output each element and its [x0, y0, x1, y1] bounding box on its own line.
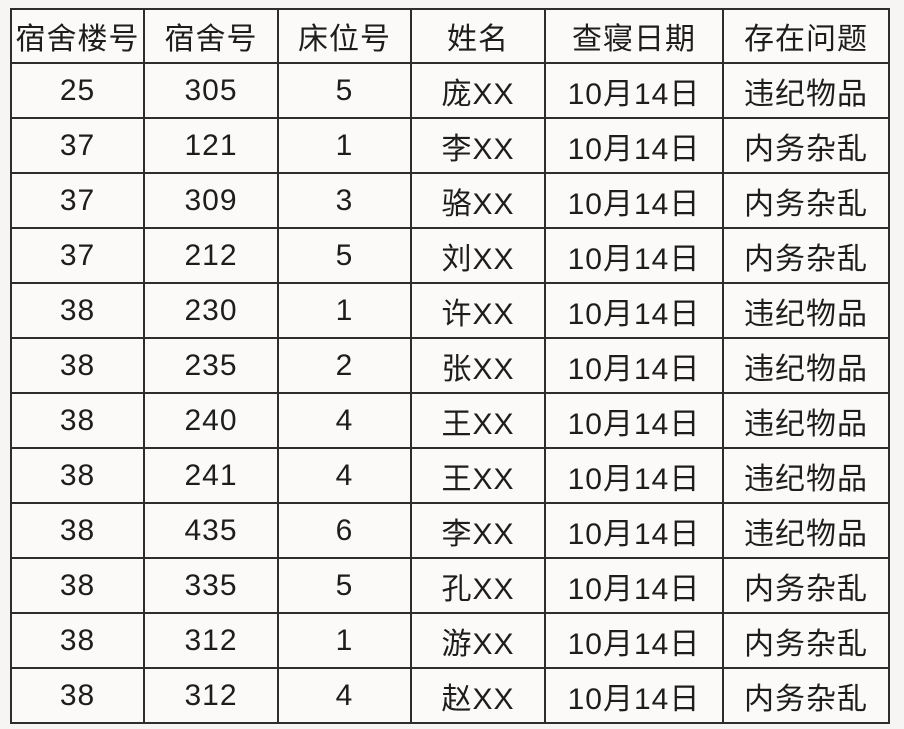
- cell-name: 王XX: [410, 392, 546, 449]
- cell-room: 241: [143, 447, 279, 504]
- column-header-bed: 床位号: [277, 8, 412, 64]
- cell-issue: 违纪物品: [722, 282, 890, 339]
- table-row: 38 230 1 许XX 10月14日 违纪物品: [10, 282, 890, 339]
- table-row: 37 212 5 刘XX 10月14日 内务杂乱: [10, 227, 890, 284]
- table-body: 25 305 5 庞XX 10月14日 违纪物品 37 121 1 李XX 10月14日 内务杂乱 37…: [10, 62, 890, 724]
- cell-building: 38: [10, 392, 145, 449]
- cell-date: 10月14日: [544, 62, 724, 119]
- cell-date: 10月14日: [544, 282, 724, 339]
- cell-date: 10月14日: [544, 612, 724, 669]
- cell-issue: 内务杂乱: [722, 117, 890, 174]
- cell-name: 李XX: [410, 502, 546, 559]
- column-header-date: 查寝日期: [544, 8, 724, 64]
- table-row: 38 312 1 游XX 10月14日 内务杂乱: [10, 612, 890, 669]
- cell-room: 435: [143, 502, 279, 559]
- table-row: 38 435 6 李XX 10月14日 违纪物品: [10, 502, 890, 559]
- cell-name: 刘XX: [410, 227, 546, 284]
- cell-building: 38: [10, 447, 145, 504]
- table-row: 38 241 4 王XX 10月14日 违纪物品: [10, 447, 890, 504]
- table-row: 37 121 1 李XX 10月14日 内务杂乱: [10, 117, 890, 174]
- cell-name: 赵XX: [410, 667, 546, 724]
- table-row: 25 305 5 庞XX 10月14日 违纪物品: [10, 62, 890, 119]
- cell-issue: 违纪物品: [722, 62, 890, 119]
- column-header-room: 宿舍号: [143, 8, 279, 64]
- cell-bed: 1: [277, 117, 412, 174]
- cell-bed: 5: [277, 227, 412, 284]
- table-row: 38 240 4 王XX 10月14日 违纪物品: [10, 392, 890, 449]
- cell-building: 38: [10, 282, 145, 339]
- cell-name: 王XX: [410, 447, 546, 504]
- cell-date: 10月14日: [544, 117, 724, 174]
- column-header-issue: 存在问题: [722, 8, 890, 64]
- cell-bed: 4: [277, 667, 412, 724]
- cell-building: 37: [10, 172, 145, 229]
- cell-bed: 4: [277, 447, 412, 504]
- table-row: 38 235 2 张XX 10月14日 违纪物品: [10, 337, 890, 394]
- cell-name: 骆XX: [410, 172, 546, 229]
- cell-date: 10月14日: [544, 447, 724, 504]
- cell-date: 10月14日: [544, 227, 724, 284]
- cell-name: 张XX: [410, 337, 546, 394]
- cell-building: 37: [10, 227, 145, 284]
- cell-issue: 内务杂乱: [722, 667, 890, 724]
- cell-date: 10月14日: [544, 392, 724, 449]
- cell-bed: 1: [277, 612, 412, 669]
- cell-building: 38: [10, 502, 145, 559]
- cell-room: 240: [143, 392, 279, 449]
- cell-name: 孔XX: [410, 557, 546, 614]
- cell-building: 25: [10, 62, 145, 119]
- cell-date: 10月14日: [544, 337, 724, 394]
- cell-building: 38: [10, 612, 145, 669]
- cell-date: 10月14日: [544, 172, 724, 229]
- cell-room: 121: [143, 117, 279, 174]
- cell-building: 38: [10, 557, 145, 614]
- table-row: 38 312 4 赵XX 10月14日 内务杂乱: [10, 667, 890, 724]
- cell-room: 230: [143, 282, 279, 339]
- cell-room: 212: [143, 227, 279, 284]
- cell-date: 10月14日: [544, 557, 724, 614]
- cell-date: 10月14日: [544, 667, 724, 724]
- cell-issue: 违纪物品: [722, 392, 890, 449]
- cell-bed: 2: [277, 337, 412, 394]
- column-header-name: 姓名: [410, 8, 546, 64]
- cell-room: 309: [143, 172, 279, 229]
- cell-building: 37: [10, 117, 145, 174]
- cell-building: 38: [10, 667, 145, 724]
- cell-room: 335: [143, 557, 279, 614]
- cell-issue: 内务杂乱: [722, 612, 890, 669]
- cell-bed: 3: [277, 172, 412, 229]
- table-row: 38 335 5 孔XX 10月14日 内务杂乱: [10, 557, 890, 614]
- cell-issue: 违纪物品: [722, 502, 890, 559]
- table-row: 37 309 3 骆XX 10月14日 内务杂乱: [10, 172, 890, 229]
- cell-date: 10月14日: [544, 502, 724, 559]
- cell-issue: 内务杂乱: [722, 227, 890, 284]
- cell-issue: 内务杂乱: [722, 172, 890, 229]
- cell-room: 305: [143, 62, 279, 119]
- cell-name: 李XX: [410, 117, 546, 174]
- cell-name: 庞XX: [410, 62, 546, 119]
- header-row: 宿舍楼号 宿舍号 床位号 姓名 查寝日期 存在问题: [10, 8, 890, 64]
- cell-bed: 5: [277, 62, 412, 119]
- column-header-building: 宿舍楼号: [10, 8, 145, 64]
- cell-bed: 4: [277, 392, 412, 449]
- cell-room: 312: [143, 612, 279, 669]
- cell-issue: 违纪物品: [722, 337, 890, 394]
- cell-name: 许XX: [410, 282, 546, 339]
- dorm-inspection-table: 宿舍楼号 宿舍号 床位号 姓名 查寝日期 存在问题 25 305 5 庞XX 10月14…: [10, 8, 890, 724]
- cell-bed: 5: [277, 557, 412, 614]
- cell-issue: 内务杂乱: [722, 557, 890, 614]
- cell-bed: 1: [277, 282, 412, 339]
- cell-bed: 6: [277, 502, 412, 559]
- cell-building: 38: [10, 337, 145, 394]
- cell-name: 游XX: [410, 612, 546, 669]
- cell-room: 235: [143, 337, 279, 394]
- cell-issue: 违纪物品: [722, 447, 890, 504]
- cell-room: 312: [143, 667, 279, 724]
